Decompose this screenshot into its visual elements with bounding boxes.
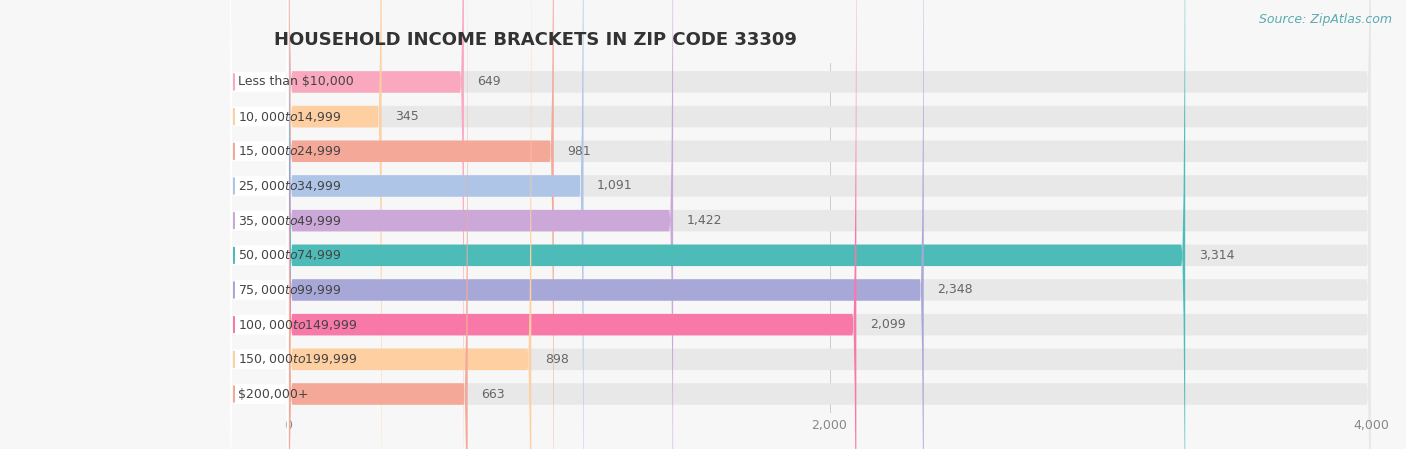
FancyBboxPatch shape	[231, 0, 288, 449]
FancyBboxPatch shape	[231, 0, 288, 449]
FancyBboxPatch shape	[288, 0, 1371, 449]
Text: 345: 345	[395, 110, 419, 123]
FancyBboxPatch shape	[288, 0, 1371, 449]
FancyBboxPatch shape	[231, 0, 288, 449]
FancyBboxPatch shape	[288, 0, 531, 449]
FancyBboxPatch shape	[288, 0, 856, 449]
FancyBboxPatch shape	[288, 0, 464, 449]
Text: 981: 981	[567, 145, 591, 158]
Text: $10,000 to $14,999: $10,000 to $14,999	[238, 110, 342, 123]
FancyBboxPatch shape	[231, 0, 288, 449]
FancyBboxPatch shape	[288, 0, 468, 449]
FancyBboxPatch shape	[231, 0, 288, 449]
Text: 2,348: 2,348	[938, 283, 973, 296]
Text: $150,000 to $199,999: $150,000 to $199,999	[238, 352, 357, 366]
Text: $25,000 to $34,999: $25,000 to $34,999	[238, 179, 342, 193]
Text: $100,000 to $149,999: $100,000 to $149,999	[238, 317, 357, 332]
Text: $35,000 to $49,999: $35,000 to $49,999	[238, 214, 342, 228]
FancyBboxPatch shape	[288, 0, 1371, 449]
Text: 3,314: 3,314	[1199, 249, 1234, 262]
Text: 663: 663	[481, 387, 505, 401]
Text: 898: 898	[544, 353, 568, 366]
FancyBboxPatch shape	[288, 0, 381, 449]
FancyBboxPatch shape	[231, 0, 288, 449]
FancyBboxPatch shape	[231, 0, 288, 449]
FancyBboxPatch shape	[288, 0, 673, 449]
Text: 1,091: 1,091	[598, 180, 633, 193]
FancyBboxPatch shape	[288, 0, 1185, 449]
Text: 649: 649	[478, 75, 501, 88]
Text: $75,000 to $99,999: $75,000 to $99,999	[238, 283, 342, 297]
Text: 2,099: 2,099	[870, 318, 905, 331]
FancyBboxPatch shape	[288, 0, 1371, 449]
Text: 1,422: 1,422	[686, 214, 723, 227]
FancyBboxPatch shape	[231, 0, 288, 449]
Text: Less than $10,000: Less than $10,000	[238, 75, 354, 88]
FancyBboxPatch shape	[288, 0, 583, 449]
Text: HOUSEHOLD INCOME BRACKETS IN ZIP CODE 33309: HOUSEHOLD INCOME BRACKETS IN ZIP CODE 33…	[274, 31, 797, 49]
Text: $200,000+: $200,000+	[238, 387, 309, 401]
FancyBboxPatch shape	[288, 0, 1371, 449]
FancyBboxPatch shape	[231, 0, 288, 449]
FancyBboxPatch shape	[288, 0, 1371, 449]
FancyBboxPatch shape	[288, 0, 1371, 449]
FancyBboxPatch shape	[288, 0, 1371, 449]
Text: $15,000 to $24,999: $15,000 to $24,999	[238, 144, 342, 158]
FancyBboxPatch shape	[288, 0, 1371, 449]
Text: $50,000 to $74,999: $50,000 to $74,999	[238, 248, 342, 262]
FancyBboxPatch shape	[288, 0, 1371, 449]
FancyBboxPatch shape	[231, 0, 288, 449]
FancyBboxPatch shape	[288, 0, 554, 449]
Text: Source: ZipAtlas.com: Source: ZipAtlas.com	[1258, 13, 1392, 26]
FancyBboxPatch shape	[288, 0, 924, 449]
